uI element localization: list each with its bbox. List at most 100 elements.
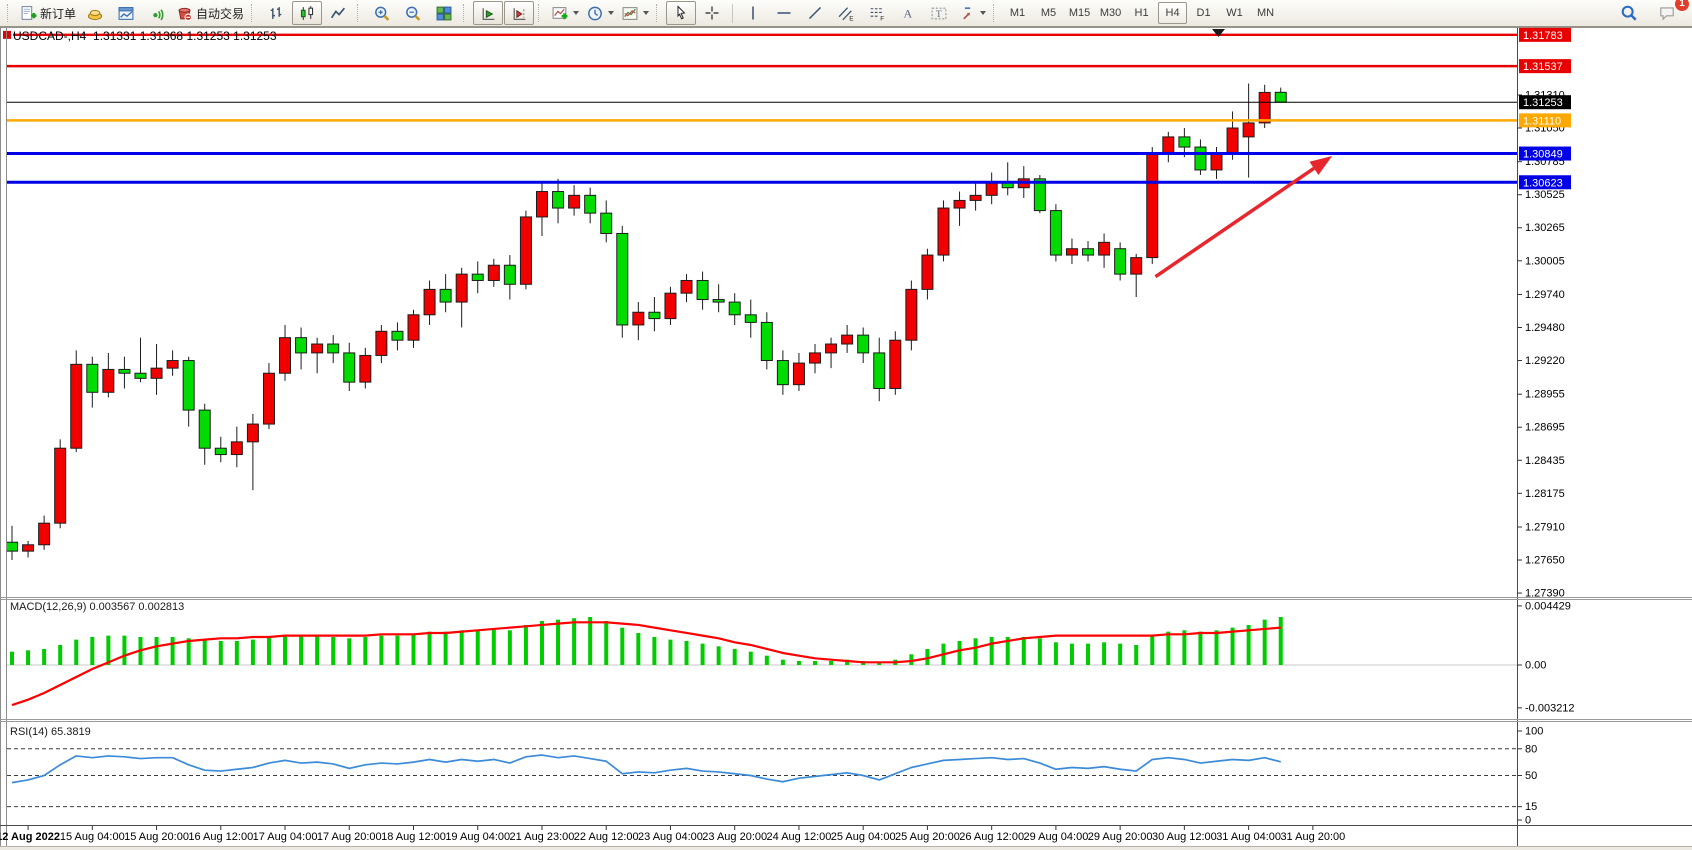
price-axis[interactable]: 1.313101.310501.307851.305251.302651.300… xyxy=(1517,27,1571,600)
notifications-button[interactable]: 1 xyxy=(1652,0,1689,25)
timeframe-button-MN[interactable]: MN xyxy=(1256,7,1275,19)
fibonacci-button[interactable]: F xyxy=(862,1,892,25)
timeframe-button-H1[interactable]: H1 xyxy=(1134,7,1149,19)
chevron-down-icon xyxy=(608,11,615,15)
price-badge: 1.30849 xyxy=(1519,146,1571,161)
algo-trading-button[interactable]: 自动交易 xyxy=(173,1,247,25)
time-tick-label: 29 Aug 20:00 xyxy=(1088,831,1153,843)
price-tick-label: 1.27650 xyxy=(1525,555,1565,567)
price-badge: 1.31537 xyxy=(1519,59,1571,74)
new-order-button[interactable]: 新订单 xyxy=(17,1,79,25)
symbol-title: USDCAD-,H4 1.31331 1.31368 1.31253 1.312… xyxy=(13,29,277,43)
toolbar-grip[interactable] xyxy=(993,4,999,22)
bar-chart-button[interactable] xyxy=(261,1,291,25)
time-tick-label: 15 Aug 20:00 xyxy=(124,831,189,843)
toolbar-grip[interactable] xyxy=(463,4,469,22)
toolbar-grip[interactable] xyxy=(656,4,662,22)
cursor-button[interactable] xyxy=(666,1,697,25)
text-icon: A xyxy=(904,7,913,21)
chat-bubble-icon xyxy=(1660,7,1674,21)
toolbar-grip[interactable] xyxy=(251,4,257,22)
zoom-out-icon xyxy=(406,6,421,21)
signal-button[interactable] xyxy=(142,1,172,25)
price-badge: 1.31110 xyxy=(1519,113,1571,128)
arrows-button[interactable] xyxy=(955,1,989,25)
candlestick-chart-button[interactable] xyxy=(292,1,323,25)
vertical-line-button[interactable] xyxy=(738,1,768,25)
zoom-in-button[interactable] xyxy=(367,1,397,25)
macd-tick-label: 0.00 xyxy=(1525,659,1546,671)
rsi-tick-label: 80 xyxy=(1525,743,1537,755)
algo-trading-label: 自动交易 xyxy=(196,6,245,21)
time-tick-label: 24 Aug 12:00 xyxy=(767,831,832,843)
timeframe-toolbar: M1 M5 M15 M30 H1 H4 D1 W1 MN xyxy=(1003,2,1280,24)
crosshair-button[interactable] xyxy=(697,1,727,25)
rsi-pane[interactable] xyxy=(7,722,1517,825)
templates-button[interactable] xyxy=(618,1,652,25)
search-button[interactable] xyxy=(1614,1,1644,25)
toolbar: 新订单 自动交易 xyxy=(0,0,1692,27)
shift-marker xyxy=(1212,29,1225,37)
time-tick-label: 23 Aug 20:00 xyxy=(702,831,767,843)
price-pane[interactable] xyxy=(7,28,1517,597)
svg-text:1.31110: 1.31110 xyxy=(1523,115,1561,127)
macd-tick-label: -0.003212 xyxy=(1525,702,1575,714)
price-tick-label: 1.27390 xyxy=(1525,588,1565,600)
auto-scroll-icon xyxy=(482,7,495,20)
pane-borders xyxy=(0,27,1692,846)
toolbar-grip[interactable] xyxy=(357,4,363,22)
auto-scroll-button[interactable] xyxy=(473,1,504,25)
time-tick-label: 30 Aug 12:00 xyxy=(1152,831,1217,843)
market-watch-button[interactable] xyxy=(80,1,110,25)
label-button[interactable]: T xyxy=(924,1,954,25)
text-button[interactable]: A xyxy=(893,1,923,25)
macd-tick-label: 0.004429 xyxy=(1525,600,1571,612)
macd-pane[interactable] xyxy=(7,600,1517,718)
trend-arrow[interactable] xyxy=(1154,155,1333,279)
time-axis[interactable]: 12 Aug 2022 15 Aug 04:00 15 Aug 20:00 16 Au… xyxy=(0,826,1345,843)
channel-button[interactable]: E xyxy=(831,1,861,25)
trendline-button[interactable] xyxy=(800,1,830,25)
time-tick-label: 23 Aug 04:00 xyxy=(638,831,703,843)
time-tick-label: 21 Aug 23:00 xyxy=(510,831,575,843)
arrows-icon xyxy=(963,6,971,19)
timeframe-button-M5[interactable]: M5 xyxy=(1040,7,1057,19)
rsi-axis[interactable]: 100 80 50 15 0 xyxy=(1517,725,1543,827)
svg-text:1.30849: 1.30849 xyxy=(1523,149,1563,161)
indicators-button[interactable] xyxy=(548,1,582,25)
price-tick-label: 1.30525 xyxy=(1525,189,1565,201)
time-tick-label: 31 Aug 20:00 xyxy=(1280,831,1345,843)
price-tick-label: 1.29480 xyxy=(1525,322,1565,334)
timeframe-button-M1[interactable]: M1 xyxy=(1009,7,1026,19)
periods-button[interactable] xyxy=(583,1,617,25)
horizontal-line-button[interactable] xyxy=(769,1,799,25)
toolbar-grip[interactable] xyxy=(538,4,544,22)
timeframe-button-D1[interactable]: D1 xyxy=(1196,7,1211,19)
timeframe-button-W1[interactable]: W1 xyxy=(1226,7,1243,19)
time-tick-label: 16 Aug 12:00 xyxy=(188,831,253,843)
signal-icon xyxy=(153,8,164,20)
macd-axis[interactable]: 0.004429 0.00 -0.003212 xyxy=(1517,600,1575,714)
toolbar-grip[interactable] xyxy=(7,4,13,22)
timeframe-button-M15[interactable]: M15 xyxy=(1068,7,1091,19)
trendline-icon xyxy=(809,6,822,20)
chart-shift-button[interactable] xyxy=(504,1,535,25)
svg-text:F: F xyxy=(880,15,884,22)
clock-icon xyxy=(588,6,602,20)
chart-window-button[interactable] xyxy=(111,1,141,25)
templates-icon xyxy=(622,6,638,20)
price-tick-label: 1.28435 xyxy=(1525,455,1565,467)
macd-label: MACD(12,26,9) 0.003567 0.002813 xyxy=(10,601,185,613)
line-chart-button[interactable] xyxy=(323,1,353,25)
timeframe-button-M30[interactable]: M30 xyxy=(1099,7,1122,19)
search-icon xyxy=(1621,5,1637,21)
timeframe-button-H4[interactable]: H4 xyxy=(1158,2,1188,24)
tile-windows-button[interactable] xyxy=(429,1,459,25)
rsi-tick-label: 15 xyxy=(1525,801,1537,813)
candlestick-chart-icon xyxy=(300,5,314,20)
chevron-down-icon xyxy=(643,11,650,15)
rsi-label: RSI(14) 65.3819 xyxy=(10,726,91,738)
zoom-out-button[interactable] xyxy=(398,1,428,25)
